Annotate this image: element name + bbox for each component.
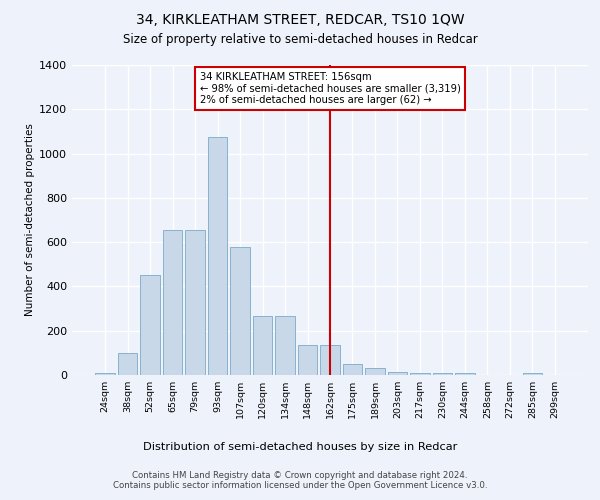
Bar: [523, 373, 542, 375]
Bar: [410, 373, 430, 375]
Text: 34, KIRKLEATHAM STREET, REDCAR, TS10 1QW: 34, KIRKLEATHAM STREET, REDCAR, TS10 1QW: [136, 12, 464, 26]
Bar: [388, 372, 407, 375]
Bar: [140, 276, 160, 375]
Bar: [253, 316, 272, 375]
Y-axis label: Number of semi-detached properties: Number of semi-detached properties: [25, 124, 35, 316]
Bar: [275, 316, 295, 375]
Bar: [95, 373, 115, 375]
Bar: [208, 137, 227, 375]
Text: Distribution of semi-detached houses by size in Redcar: Distribution of semi-detached houses by …: [143, 442, 457, 452]
Bar: [455, 373, 475, 375]
Bar: [163, 230, 182, 375]
Bar: [185, 230, 205, 375]
Bar: [230, 246, 250, 375]
Text: Contains HM Land Registry data © Crown copyright and database right 2024.
Contai: Contains HM Land Registry data © Crown c…: [113, 470, 487, 490]
Text: Size of property relative to semi-detached houses in Redcar: Size of property relative to semi-detach…: [122, 32, 478, 46]
Bar: [118, 353, 137, 375]
Bar: [365, 368, 385, 375]
Bar: [320, 345, 340, 375]
Bar: [298, 345, 317, 375]
Bar: [343, 364, 362, 375]
Text: 34 KIRKLEATHAM STREET: 156sqm
← 98% of semi-detached houses are smaller (3,319)
: 34 KIRKLEATHAM STREET: 156sqm ← 98% of s…: [200, 72, 460, 105]
Bar: [433, 373, 452, 375]
